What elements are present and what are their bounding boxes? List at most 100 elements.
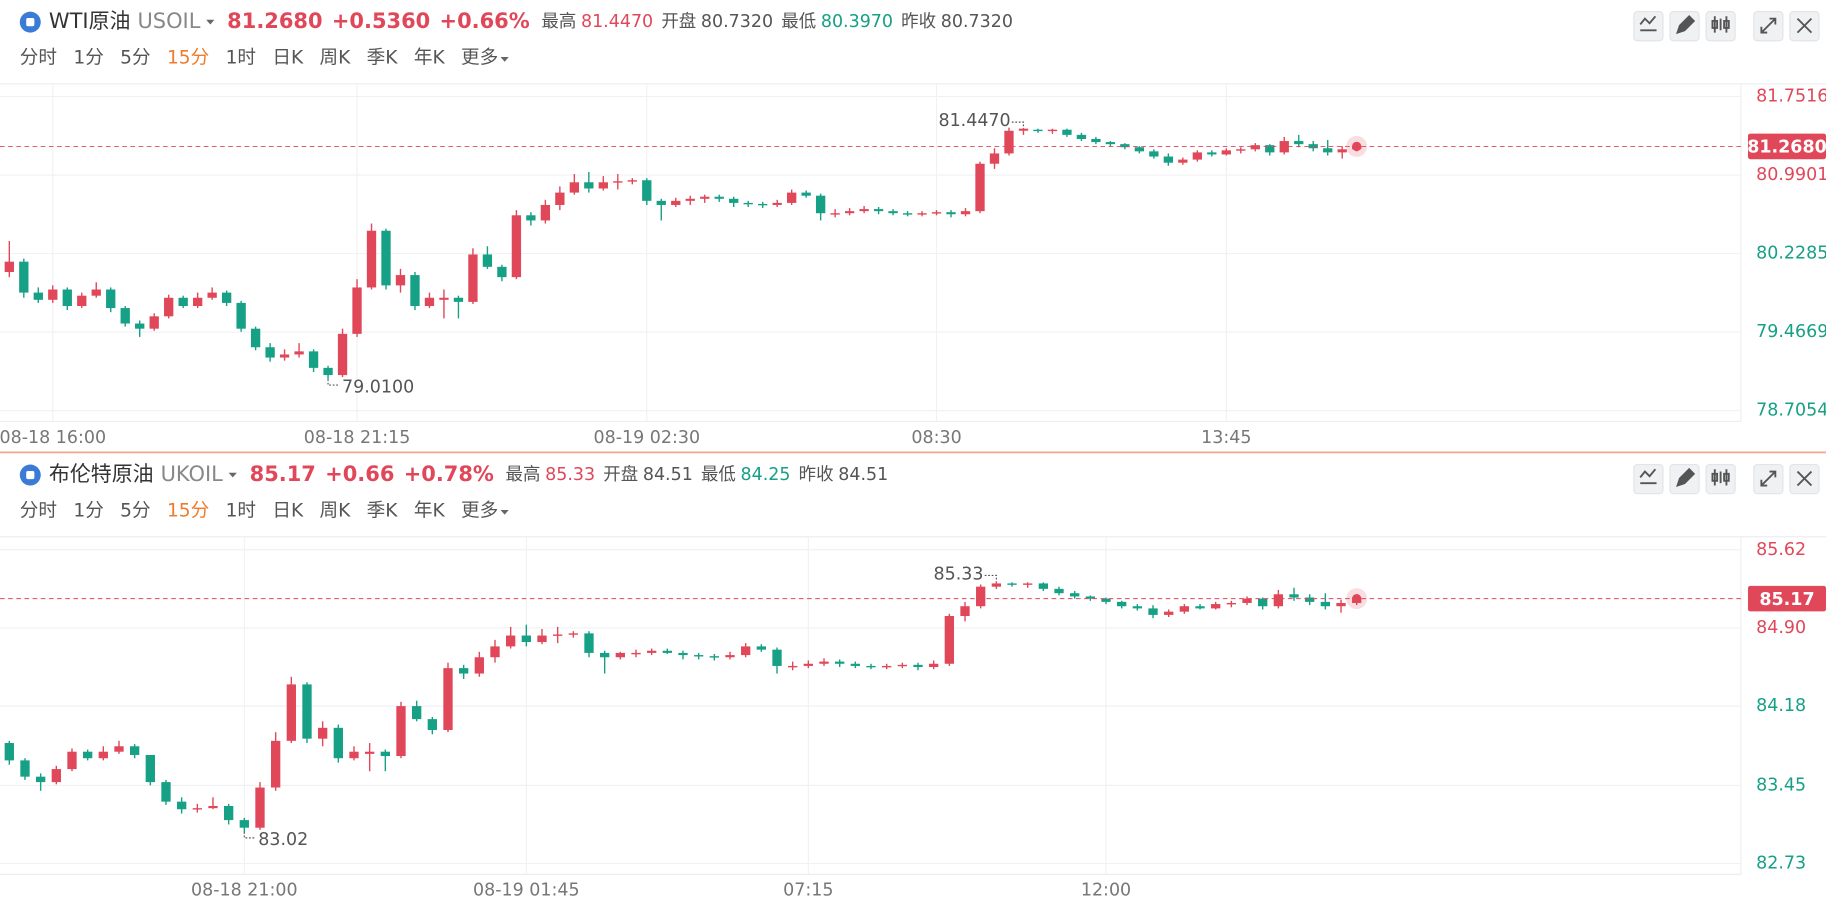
candle-body [1047, 129, 1058, 132]
stat-value: 84.51 [838, 465, 888, 485]
candle-body [1085, 596, 1096, 599]
symbol-code[interactable]: UKOIL [161, 462, 224, 486]
candle-body [365, 751, 375, 754]
candle-body [396, 706, 406, 757]
candle-body [897, 664, 908, 667]
candle-body [946, 212, 956, 215]
interval-tab[interactable]: 日K [272, 501, 304, 522]
y-tick-label: 83.45 [1756, 775, 1806, 795]
y-tick-label: 84.90 [1756, 618, 1806, 638]
interval-tab[interactable]: 年K [414, 501, 446, 522]
candle-body [647, 650, 657, 653]
price-change-pct: +0.78% [404, 462, 494, 486]
candle-body [308, 351, 319, 368]
interval-tab[interactable]: 1时 [226, 501, 256, 522]
toolbar-button[interactable] [1705, 463, 1736, 495]
symbol-code[interactable]: USOIL [137, 9, 200, 33]
button-bg [1633, 11, 1664, 42]
candle-body [20, 760, 30, 777]
candle-body [772, 649, 782, 666]
candle-body [1091, 138, 1101, 143]
toolbar-button[interactable] [1789, 11, 1820, 42]
interval-tab[interactable]: 周K [320, 501, 352, 522]
x-tick-label: 08-19 01:45 [473, 881, 580, 900]
candle-body [459, 668, 469, 674]
interval-tab[interactable]: 更多 [461, 501, 498, 522]
candle-body [615, 652, 625, 658]
interval-tab[interactable]: 季K [367, 501, 399, 522]
button-bg [1633, 463, 1664, 495]
candle-body [223, 805, 234, 821]
toolbar-button[interactable] [1669, 463, 1700, 495]
candle-body [221, 292, 232, 303]
stat-value: 80.3970 [821, 12, 893, 32]
symbol-icon [19, 464, 41, 486]
button-icon [1760, 17, 1777, 34]
candle-body [1007, 583, 1017, 585]
y-tick-label: 79.4669 [1756, 322, 1826, 342]
candle-body [1294, 141, 1304, 145]
candle-body [279, 354, 290, 358]
interval-tab[interactable]: 周K [320, 48, 352, 69]
interval-tab[interactable]: 分时 [20, 501, 57, 522]
candle-body [584, 182, 594, 189]
toolbar-button[interactable] [1753, 11, 1784, 42]
icon-square [26, 470, 35, 480]
candle-body [1164, 611, 1174, 615]
interval-tab[interactable]: 1分 [73, 501, 103, 522]
max-label: 85.33 [934, 564, 984, 584]
candle-body [286, 684, 296, 741]
interval-tab[interactable]: 15分 [167, 48, 209, 69]
stat-label: 开盘 [661, 12, 696, 32]
candle-body [1038, 583, 1049, 589]
interval-tab[interactable]: 15分 [167, 501, 209, 522]
candle-body [1132, 606, 1143, 609]
toolbar-button[interactable] [1669, 11, 1700, 42]
candle-body [1101, 598, 1111, 602]
toolbar-button[interactable] [1633, 11, 1664, 42]
interval-tab[interactable]: 1时 [226, 48, 256, 69]
toolbar-button[interactable] [1789, 463, 1820, 495]
candle-body [1192, 152, 1202, 160]
toolbar-button[interactable] [1705, 11, 1736, 42]
stat-label: 最低 [701, 465, 736, 485]
candle-body [161, 782, 171, 802]
interval-tab[interactable]: 1分 [73, 48, 103, 69]
interval-tab[interactable]: 年K [414, 48, 446, 69]
interval-tab[interactable]: 5分 [120, 501, 150, 522]
interval-tab[interactable]: 季K [367, 48, 399, 69]
candle-body [1179, 606, 1190, 612]
candle-body [975, 163, 985, 212]
x-tick-label: 07:15 [783, 881, 833, 900]
candle-body [931, 212, 942, 214]
candle-body [19, 261, 29, 293]
candle-body [787, 192, 797, 203]
candle-body [1336, 602, 1346, 607]
candle-body [1289, 594, 1299, 598]
toolbar-button[interactable] [1753, 463, 1784, 495]
stat-value: 80.7320 [941, 12, 1013, 32]
candle-body [1305, 597, 1315, 602]
interval-tab[interactable]: 日K [272, 48, 304, 69]
candle-body [424, 297, 435, 307]
interval-tab[interactable]: 更多 [461, 48, 498, 69]
candle-body [318, 727, 328, 739]
candle-body [835, 661, 845, 664]
candle-body [1033, 129, 1043, 132]
candle-body [120, 308, 130, 324]
candle-body [801, 192, 811, 196]
toolbar-button[interactable] [1633, 463, 1664, 495]
candle-body [866, 665, 876, 668]
interval-tab[interactable]: 5分 [120, 48, 150, 69]
interval-tab[interactable]: 分时 [20, 48, 57, 69]
candle-body [410, 275, 420, 307]
candle-body [129, 746, 140, 755]
candle-body [1105, 142, 1116, 145]
candle-body [349, 751, 359, 759]
candle-body [627, 180, 637, 182]
candle-body [239, 820, 249, 828]
candle-body [164, 297, 174, 317]
candle-body [758, 203, 768, 206]
candle-body [145, 754, 155, 783]
